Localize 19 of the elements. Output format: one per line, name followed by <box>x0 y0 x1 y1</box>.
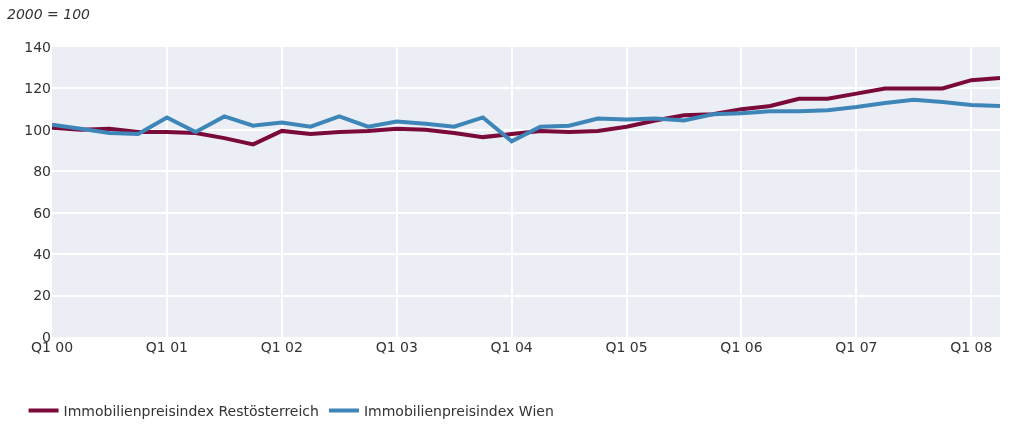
y-tick-label: 100 <box>24 121 51 138</box>
x-tick-label: Q1 07 <box>835 339 878 355</box>
x-tick-label: Q1 08 <box>950 339 993 355</box>
x-tick-label: Q1 06 <box>720 339 763 355</box>
line-series <box>52 97 1000 144</box>
legend-label: Immobilienpreisindex Wien <box>363 403 554 420</box>
x-tick-label: Q1 04 <box>490 339 533 355</box>
x-tick-label: Q1 02 <box>260 339 303 355</box>
y-tick-label: 140 <box>24 38 51 55</box>
x-tick-label: Q1 05 <box>605 339 648 355</box>
x-tick-label: Q1 03 <box>375 339 418 355</box>
text: 2000 = 100 <box>7 6 91 22</box>
y-tick-label: 20 <box>33 287 51 304</box>
y-tick-label: 40 <box>33 246 51 263</box>
y-tick-label: 80 <box>33 163 51 180</box>
x-tick-label: Q1 01 <box>145 339 189 355</box>
y-tick-label: 60 <box>33 204 51 221</box>
y-tick-label: 120 <box>24 80 51 97</box>
legend-label: Immobilienpreisindex Restösterreich <box>63 403 319 420</box>
